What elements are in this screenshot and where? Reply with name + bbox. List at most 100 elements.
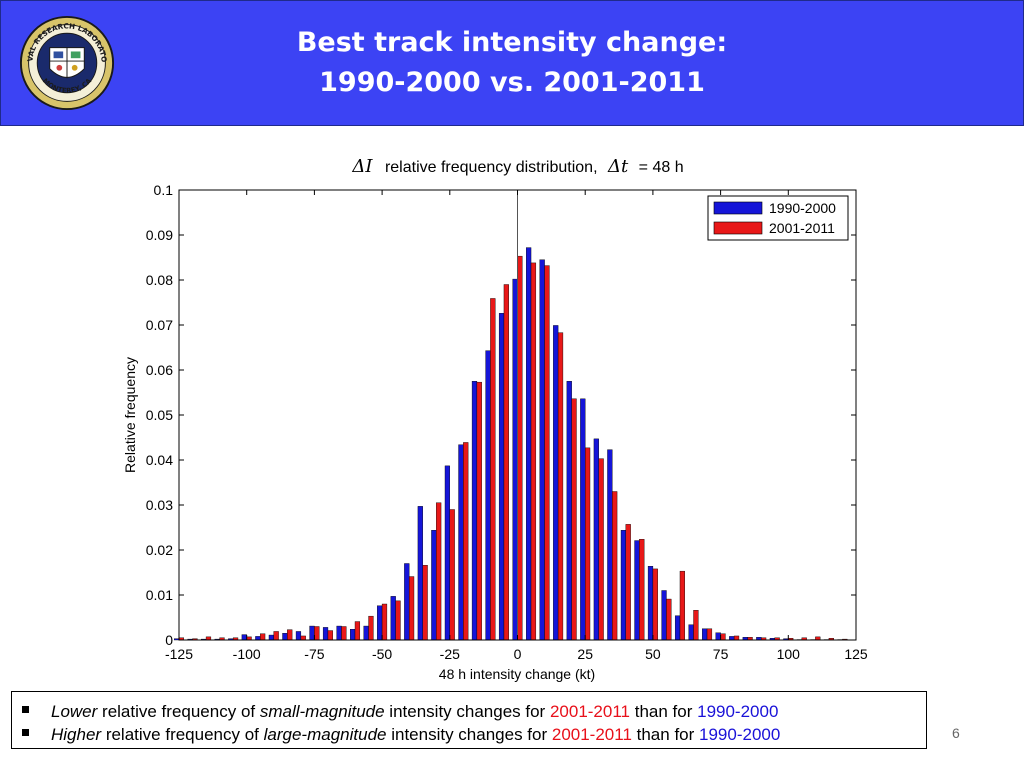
bar-series-2 (463, 442, 469, 641)
y-tick-label: 0.01 (146, 587, 173, 603)
bar-series-1 (647, 566, 654, 641)
y-tick-label: 0.07 (146, 317, 173, 333)
y-tick-label: 0.03 (146, 497, 173, 513)
bar-series-1 (241, 634, 247, 641)
bar-series-2 (666, 598, 672, 641)
x-tick-label: 0 (514, 646, 522, 662)
bar-series-2 (327, 630, 333, 641)
bar-series-1 (377, 605, 383, 641)
bar-series-1 (526, 247, 532, 641)
y-tick-label: 0.09 (146, 227, 173, 243)
x-tick-label: -50 (372, 646, 392, 662)
bar-series-1 (688, 624, 694, 641)
bar-series-1 (471, 381, 478, 641)
bar-series-1 (350, 629, 356, 641)
bar-series-2 (530, 262, 537, 641)
y-tick-label: 0.08 (146, 272, 173, 288)
bar-series-1 (553, 325, 559, 641)
bar-series-2 (625, 524, 631, 641)
bar-series-2 (571, 398, 577, 641)
bar-series-2 (679, 570, 685, 641)
bar-series-2 (503, 284, 509, 641)
bar-series-1 (539, 259, 545, 641)
bar-series-1 (620, 530, 627, 641)
bar-series-1 (512, 278, 518, 641)
bar-series-2 (422, 565, 428, 641)
note-text: relative frequency of (97, 702, 260, 722)
y-axis-label: Relative frequency (122, 357, 138, 473)
page-title-line-1: Best track intensity change: (296, 27, 728, 58)
bullet-icon (22, 729, 29, 737)
bar-series-2 (395, 600, 401, 641)
bar-series-1 (458, 444, 464, 641)
note-text: 1990-2000 (697, 702, 779, 722)
bar-series-1 (336, 625, 342, 641)
x-tick-label: 75 (713, 646, 729, 662)
note-text: 2001-2011 (551, 725, 632, 745)
bar-series-1 (498, 313, 505, 641)
note-text: 2001-2011 (549, 702, 630, 722)
bar-series-2 (490, 298, 496, 641)
bar-series-2 (517, 255, 523, 641)
bar-series-2 (260, 633, 266, 641)
bar-series-1 (674, 615, 681, 641)
x-tick-label: -25 (440, 646, 460, 662)
nrl-logo-icon: NAVAL RESEARCH LABORATORY MONTEREY, CA (19, 15, 115, 111)
page-number: 6 (952, 725, 960, 741)
bar-series-2 (706, 628, 713, 641)
bar-series-1 (295, 631, 302, 641)
bar-series-1 (729, 636, 735, 641)
y-tick-label: 0.02 (146, 542, 173, 558)
bar-series-2 (612, 491, 618, 641)
bar-series-2 (436, 502, 442, 641)
bar-series-1 (444, 465, 451, 641)
note-text: Higher (51, 725, 102, 745)
page-title: Best track intensity change: 1990-2000 v… (297, 23, 727, 103)
bar-series-1 (702, 628, 708, 641)
y-tick-label: 0 (165, 632, 173, 648)
bar-series-2 (449, 509, 455, 641)
bar-series-1 (634, 540, 640, 641)
x-tick-label: 25 (577, 646, 593, 662)
bar-series-2 (693, 610, 699, 641)
bar-series-1 (715, 632, 721, 641)
bar-series-2 (354, 621, 361, 641)
bar-series-1 (322, 627, 329, 641)
chart-title-delta-i: ΔI (351, 156, 373, 177)
bar-series-2 (544, 265, 550, 641)
note-text: intensity changes for (384, 702, 550, 722)
note-text: 1990-2000 (699, 725, 781, 745)
bar-series-1 (173, 638, 180, 641)
x-tick-label: -125 (165, 646, 193, 662)
bar-series-2 (341, 626, 347, 641)
chart-title-middle: relative frequency distribution, (385, 159, 598, 176)
note-text: intensity changes for (386, 725, 552, 745)
bar-series-2 (557, 332, 564, 641)
bar-series-2 (585, 447, 591, 641)
bullet-icon (22, 706, 29, 714)
bar-series-1 (363, 625, 369, 641)
bar-series-2 (381, 603, 388, 641)
x-tick-label: 50 (645, 646, 661, 662)
x-tick-label: -75 (304, 646, 324, 662)
legend-label-2: 2001-2011 (769, 220, 835, 236)
chart-title: ΔI relative frequency distribution, Δt =… (351, 156, 683, 177)
bar-series-1 (309, 625, 315, 641)
bar-series-2 (368, 615, 374, 641)
legend-swatch-1 (713, 201, 763, 215)
bar-series-1 (431, 530, 437, 641)
bar-series-1 (607, 449, 613, 641)
y-tick-label: 0.04 (146, 452, 173, 468)
note-text: large-magnitude (263, 725, 387, 745)
note-text: small-magnitude (259, 702, 385, 722)
x-tick-label: -100 (233, 646, 261, 662)
bar-series-2 (287, 629, 293, 641)
note-text: Lower (51, 702, 98, 722)
bar-series-1 (661, 590, 667, 641)
histogram-chart: ΔI relative frequency distribution, Δt =… (122, 156, 868, 682)
legend-swatch-2 (713, 221, 763, 235)
bar-series-2 (314, 626, 320, 641)
note-line: Lower relative frequency of small-magnit… (22, 699, 926, 722)
x-tick-label: 125 (844, 646, 868, 662)
bar-series-1 (566, 381, 572, 641)
